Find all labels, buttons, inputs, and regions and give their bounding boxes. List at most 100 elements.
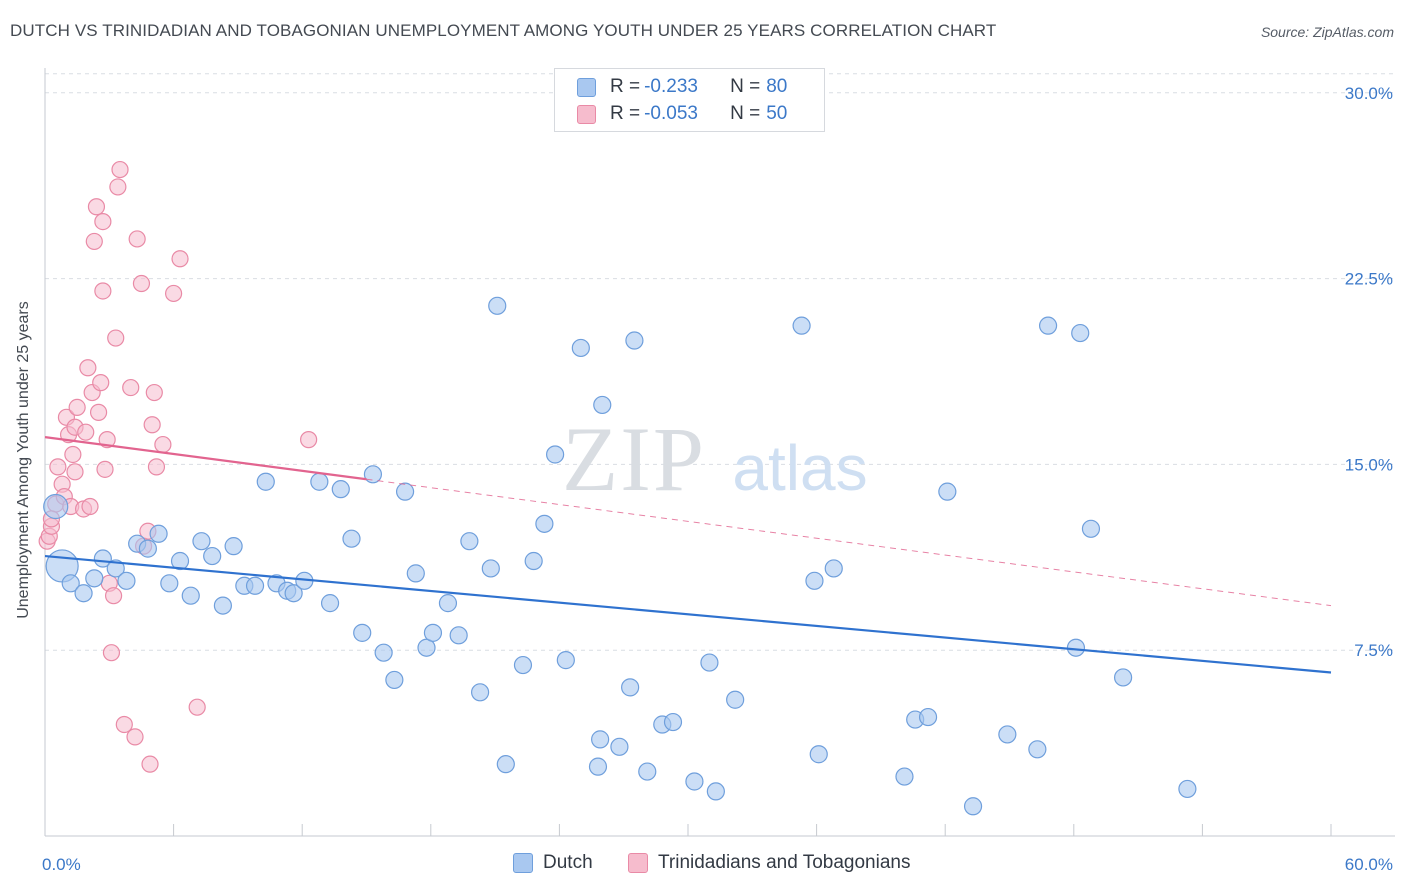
trini-swatch: [628, 853, 648, 873]
dutch-point: [895, 767, 914, 786]
dutch-point: [488, 296, 507, 315]
legend-row-dutch: R = -0.233 N = 80: [577, 75, 787, 99]
dutch-point: [610, 737, 629, 756]
dutch-point: [460, 532, 479, 551]
dutch-point: [726, 690, 745, 709]
x-tick-label: 0.0%: [42, 855, 81, 874]
dutch-point: [213, 596, 232, 615]
dutch-point: [43, 493, 69, 520]
trini-point: [66, 463, 84, 481]
dutch-swatch: [513, 853, 533, 873]
legend-row-trini: R = -0.053 N = 50: [577, 102, 787, 126]
series-legend: Dutch Trinidadians and Tobagonians: [0, 852, 1406, 876]
trini-point: [109, 178, 127, 196]
dutch-point: [556, 651, 575, 670]
trini-point: [300, 431, 318, 449]
dutch-point: [625, 331, 644, 350]
dutch-point: [1113, 668, 1133, 687]
dutch-point: [792, 316, 811, 335]
dutch-point: [117, 571, 136, 590]
dutch-point: [470, 683, 490, 702]
gridlines: [45, 73, 1395, 651]
trini-point: [145, 383, 163, 402]
watermark: ZIP atlas: [562, 408, 868, 510]
trini-trend-extension: [366, 478, 1332, 607]
dutch-point: [546, 445, 565, 464]
y-axis-label-wrap: Unemployment Among Youth under 25 years: [4, 250, 44, 670]
trini-point: [64, 445, 82, 464]
trini-point: [154, 435, 172, 454]
n-label: N =: [730, 76, 761, 97]
dutch-point: [160, 574, 179, 593]
dutch-point: [245, 576, 265, 595]
trini-point: [68, 398, 86, 417]
dutch-point: [963, 797, 983, 816]
trini-point: [141, 755, 159, 773]
dutch-point: [342, 529, 361, 548]
dutch-point: [374, 643, 393, 662]
dutch-point: [320, 594, 340, 613]
trini-point: [107, 329, 125, 347]
dutch-point: [706, 782, 725, 801]
trini-point: [94, 213, 112, 231]
trini-point: [115, 715, 133, 734]
dutch-point: [310, 472, 329, 491]
dutch-point: [138, 539, 157, 558]
n-value: 50: [766, 103, 788, 124]
dutch-point: [591, 730, 610, 749]
dutch-point: [535, 514, 554, 533]
trini-point: [128, 230, 146, 248]
dutch-point: [331, 480, 350, 499]
dutch-point: [423, 623, 443, 642]
dutch-point: [481, 559, 500, 578]
trini-point: [92, 374, 110, 392]
dutch-point: [496, 755, 515, 774]
dutch-point: [524, 551, 543, 571]
y-axis-label: Unemployment Among Youth under 25 years: [15, 301, 32, 619]
dutch-point: [513, 655, 533, 675]
r-value: -0.233: [644, 76, 698, 97]
dutch-point: [74, 584, 93, 603]
trini-point: [77, 423, 95, 441]
dutch-point: [809, 745, 828, 764]
y-tick-label: 7.5%: [1354, 641, 1393, 660]
dutch-point: [998, 725, 1017, 744]
dutch-point: [363, 465, 383, 484]
dutch-point: [256, 472, 275, 491]
dutch-point: [85, 569, 104, 588]
trini-point: [171, 250, 189, 268]
dutch-point: [588, 757, 608, 776]
trini-point: [98, 431, 116, 449]
tick-labels: 7.5% 15.0% 22.5% 30.0% 0.0% 60.0%: [42, 84, 1393, 874]
dutch-point: [61, 574, 80, 593]
dutch-trend-line: [44, 554, 1332, 674]
trini-point: [143, 416, 161, 434]
dutch-point: [385, 670, 404, 690]
r-value: -0.053: [644, 103, 698, 124]
trini-point: [188, 698, 206, 716]
dutch-point: [106, 559, 125, 578]
dutch-point: [593, 395, 612, 415]
trini-point: [122, 378, 140, 397]
dutch-point: [1028, 740, 1047, 759]
dutch-point: [1081, 519, 1101, 538]
n-label: N =: [730, 103, 761, 124]
trini-point: [165, 284, 183, 303]
trini-point: [102, 644, 121, 662]
correlation-legend: R = -0.233 N = 80 R = -0.053 N = 50: [554, 68, 825, 132]
dutch-swatch: [577, 77, 596, 97]
x-tick-label: 60.0%: [1345, 855, 1393, 874]
axes: [44, 68, 1395, 837]
trini-point: [81, 497, 99, 516]
dutch-point: [284, 584, 303, 603]
legend-label-dutch: Dutch: [543, 852, 593, 873]
dutch-point: [824, 559, 843, 578]
trini-point: [49, 458, 67, 476]
dutch-point: [700, 653, 719, 672]
trini-point: [87, 198, 106, 216]
dutch-point: [1071, 323, 1090, 343]
y-tick-label: 30.0%: [1345, 84, 1393, 103]
dutch-point: [224, 537, 243, 556]
r-label: R =: [610, 76, 641, 97]
